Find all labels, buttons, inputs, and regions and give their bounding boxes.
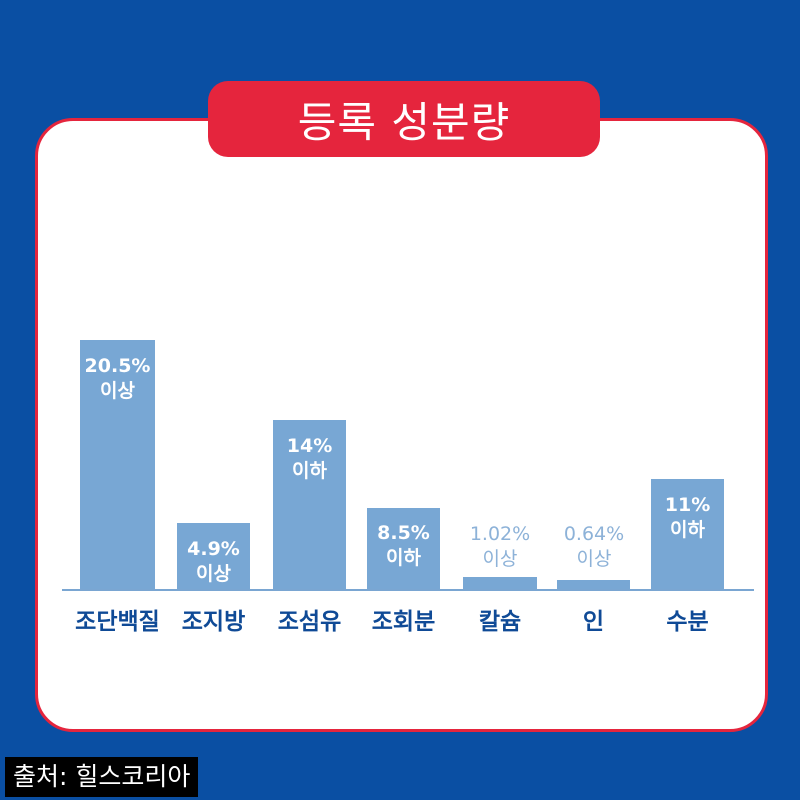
title-banner: 등록 성분량 [208,81,600,157]
source-caption: 출처: 힐스코리아 [5,757,199,797]
chart-title: 등록 성분량 [297,97,511,147]
chart-card [35,118,768,732]
